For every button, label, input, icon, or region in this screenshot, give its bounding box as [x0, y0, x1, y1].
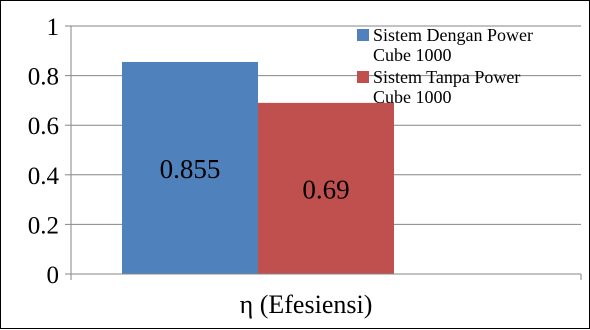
y-tick-label: 0.6: [28, 113, 59, 140]
category-labels: η (Efesiensi): [240, 290, 373, 319]
y-tick-label: 0.2: [28, 212, 59, 239]
legend-swatch: [357, 29, 369, 41]
y-tick-label: 0.4: [28, 163, 60, 190]
axes: [65, 25, 582, 280]
data-label: 0.855: [160, 154, 221, 184]
legend-label: Cube 1000: [373, 45, 452, 65]
bar-2: [258, 102, 394, 274]
bars: [122, 61, 394, 275]
y-tick-label: 0: [47, 262, 60, 289]
legend-label: Sistem Tanpa Power: [373, 67, 520, 87]
legend-label: Sistem Dengan Power: [373, 25, 533, 45]
y-tick-label: 1: [47, 14, 60, 41]
bar-1: [122, 61, 258, 275]
data-labels: 0.855 0.69: [160, 154, 350, 204]
y-tick-labels: 0 0.2 0.4 0.6 0.8 1: [28, 14, 60, 289]
y-tick-label: 0.8: [28, 64, 59, 91]
legend-label: Cube 1000: [373, 87, 452, 107]
legend-swatch: [357, 71, 369, 83]
category-label: η (Efesiensi): [240, 290, 373, 319]
data-label: 0.69: [302, 174, 349, 204]
